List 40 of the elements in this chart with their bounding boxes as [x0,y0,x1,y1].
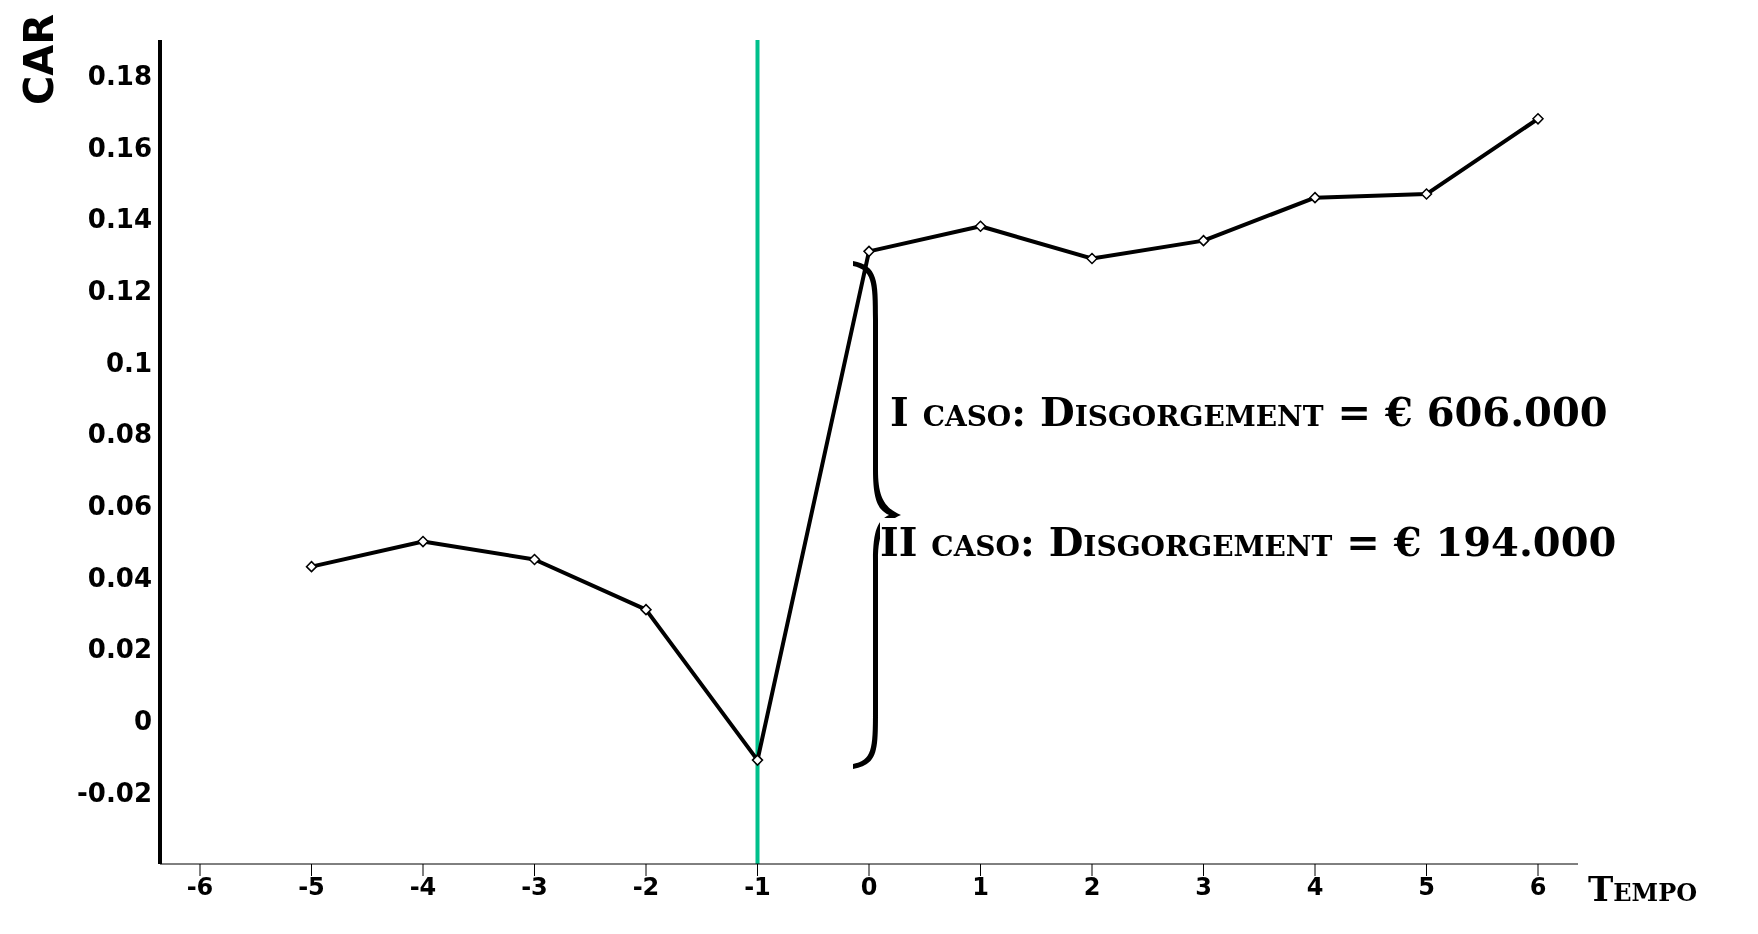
annotation: I caso: Disgorgement = € 606.000 [890,388,1608,435]
x-tick-label: -5 [298,873,325,902]
y-tick-label: 0.08 [87,419,152,450]
x-tick-label: 1 [972,873,989,902]
x-tick-label: 2 [1083,873,1101,902]
y-tick-label: 0.02 [87,634,152,665]
point [863,245,875,258]
x-tick-label: -3 [521,873,548,902]
x-tick-label: 6 [1529,873,1547,902]
point [1309,191,1321,204]
y-tick-label: 0 [133,705,152,736]
y-axis-title: CAR [16,13,63,105]
point [640,603,652,616]
point [1197,234,1210,247]
x-tick-label: -4 [409,873,437,902]
x-tick-label: -1 [744,873,771,902]
annotation: II caso: Disgorgement = € 194.000 [880,518,1617,565]
point [1532,113,1544,125]
x-tick-label: 0 [860,873,878,902]
y-tick-label: 0.16 [87,132,152,163]
y-tick-label: 0.18 [87,61,152,92]
point [528,553,541,566]
y-tick-label: 0.14 [87,204,152,235]
point [417,535,429,548]
point [305,560,318,573]
y-tick-label: 0.06 [87,490,152,521]
x-tick-label: 3 [1195,873,1212,902]
x-tick-label: -6 [186,873,214,902]
x-tick-label: -2 [632,873,660,902]
point [751,754,764,766]
y-tick-label: -0.02 [77,777,152,808]
point [1086,252,1098,265]
x-tick-label: 4 [1306,873,1324,902]
x-axis-title: Tempo [1588,869,1698,910]
y-tick-label: 0.12 [87,276,152,307]
y-tick-label: 0.04 [87,562,152,593]
point [1420,188,1433,200]
x-tick-label: 5 [1418,873,1435,902]
point [974,220,987,233]
y-tick-label: 0.1 [105,347,152,378]
